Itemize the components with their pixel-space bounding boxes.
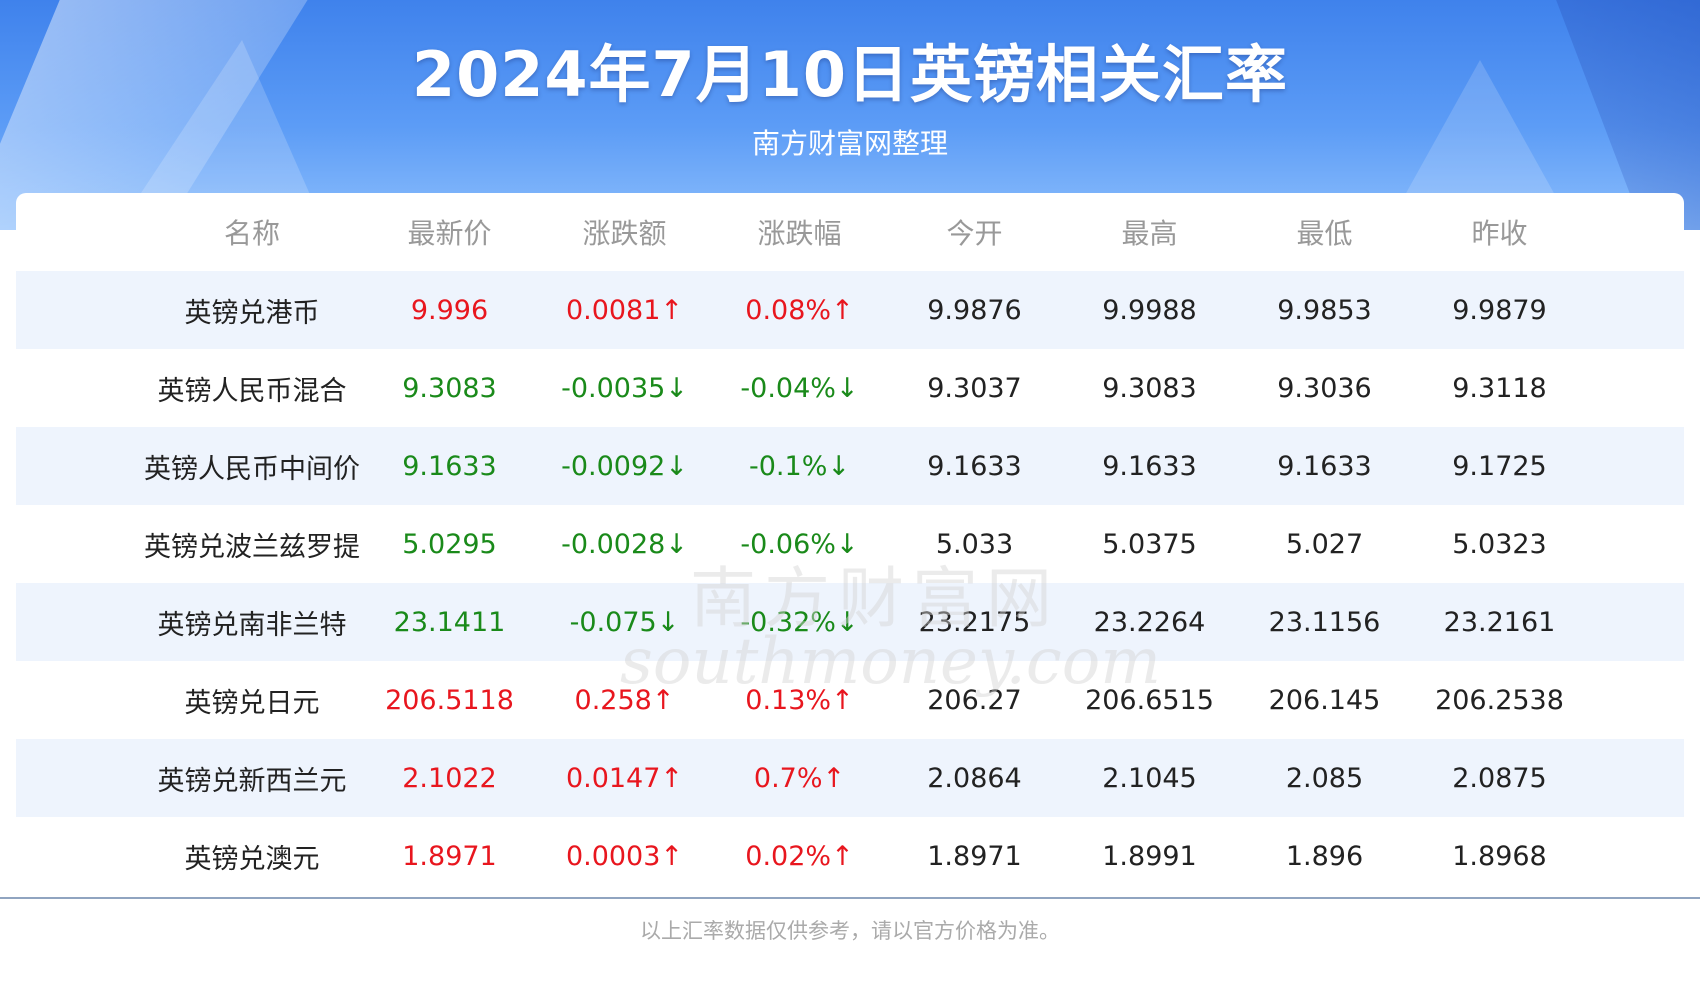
cell-high: 9.9988: [1102, 294, 1197, 326]
column-header-change-pct: 涨跌幅: [757, 217, 842, 250]
exchange-rate-table: 名称 最新价 涨跌额 涨跌幅 今开 最高 最低 昨收 英镑兑港币 9.996 0.0…: [16, 193, 1684, 903]
cell-change-pct: 0.02%↑: [745, 840, 854, 872]
table-row: 英镑兑澳元 1.8971 0.0003↑ 0.02%↑ 1.8971 1.8991 1.89…: [16, 817, 1684, 895]
cell-open: 2.0864: [927, 762, 1022, 794]
cell-prev-close: 1.8968: [1452, 840, 1547, 872]
footnote: 以上汇率数据仅供参考，请以官方价格为准。: [640, 919, 1060, 943]
cell-change: 0.0003↑: [565, 840, 684, 872]
cell-change-pct: 0.08%↑: [745, 294, 854, 326]
table-row: 英镑人民币混合 9.3083 -0.0035↓ -0.04%↓ 9.3037 9.3083…: [16, 349, 1684, 427]
cell-high: 1.8991: [1102, 840, 1197, 872]
cell-prev-close: 9.3118: [1452, 372, 1547, 404]
cell-change: -0.0035↓: [561, 372, 688, 404]
cell-name: 英镑人民币中间价: [144, 453, 360, 485]
column-header-low: 最低: [1296, 217, 1353, 250]
table-row: 英镑人民币中间价 9.1633 -0.0092↓ -0.1%↓ 9.1633 9.1633…: [16, 427, 1684, 505]
column-header-change: 涨跌额: [582, 217, 667, 250]
cell-high: 2.1045: [1102, 762, 1197, 794]
page-title: 2024年7月10日英镑相关汇率: [412, 38, 1288, 111]
cell-open: 23.2175: [918, 606, 1031, 638]
cell-prev-close: 206.2538: [1435, 684, 1564, 716]
column-header-latest: 最新价: [407, 217, 492, 250]
cell-change-pct: 0.13%↑: [745, 684, 854, 716]
cell-name: 英镑兑港币: [184, 297, 320, 329]
cell-low: 9.9853: [1277, 294, 1372, 326]
cell-change: 0.0081↑: [565, 294, 684, 326]
column-header-prev-close: 昨收: [1471, 217, 1528, 250]
cell-name: 英镑兑澳元: [184, 843, 320, 875]
cell-open: 9.1633: [927, 450, 1022, 482]
table-row: 英镑兑新西兰元 2.1022 0.0147↑ 0.7%↑ 2.0864 2.1045 2.0…: [16, 739, 1684, 817]
cell-latest: 206.5118: [385, 684, 514, 716]
cell-open: 1.8971: [927, 840, 1022, 872]
cell-open: 9.3037: [927, 372, 1022, 404]
cell-prev-close: 2.0875: [1452, 762, 1547, 794]
cell-change: 0.258↑: [574, 684, 675, 716]
cell-high: 5.0375: [1102, 528, 1197, 560]
cell-change-pct: -0.04%↓: [740, 372, 859, 404]
cell-change: -0.0028↓: [561, 528, 688, 560]
cell-change: 0.0147↑: [565, 762, 684, 794]
cell-change: -0.0092↓: [561, 450, 688, 482]
cell-change-pct: -0.32%↓: [740, 606, 859, 638]
cell-open: 5.033: [935, 528, 1014, 560]
cell-high: 23.2264: [1093, 606, 1206, 638]
cell-latest: 23.1411: [393, 606, 506, 638]
cell-open: 9.9876: [927, 294, 1022, 326]
cell-low: 2.085: [1285, 762, 1364, 794]
cell-low: 9.1633: [1277, 450, 1372, 482]
cell-name: 英镑兑波兰兹罗提: [144, 531, 360, 563]
cell-change: -0.075↓: [569, 606, 680, 638]
cell-name: 英镑兑日元: [184, 687, 320, 719]
cell-low: 5.027: [1285, 528, 1364, 560]
divider: [0, 897, 1700, 899]
table-header-row: 名称 最新价 涨跌额 涨跌幅 今开 最高 最低 昨收: [16, 193, 1684, 271]
cell-low: 23.1156: [1268, 606, 1381, 638]
cell-latest: 5.0295: [402, 528, 497, 560]
cell-prev-close: 5.0323: [1452, 528, 1547, 560]
cell-high: 9.1633: [1102, 450, 1197, 482]
cell-prev-close: 23.2161: [1443, 606, 1556, 638]
table-row: 英镑兑南非兰特 23.1411 -0.075↓ -0.32%↓ 23.2175 23.22…: [16, 583, 1684, 661]
cell-low: 9.3036: [1277, 372, 1372, 404]
cell-prev-close: 9.1725: [1452, 450, 1547, 482]
cell-low: 206.145: [1268, 684, 1381, 716]
cell-latest: 9.3083: [402, 372, 497, 404]
cell-change-pct: -0.1%↓: [749, 450, 850, 482]
column-header-open: 今开: [946, 217, 1003, 250]
page-subtitle: 南方财富网整理: [751, 127, 948, 160]
cell-open: 206.27: [927, 684, 1022, 716]
cell-name: 英镑人民币混合: [157, 375, 347, 407]
table-row: 英镑兑日元 206.5118 0.258↑ 0.13%↑ 206.27 206.6515 2…: [16, 661, 1684, 739]
cell-prev-close: 9.9879: [1452, 294, 1547, 326]
column-header-high: 最高: [1121, 217, 1178, 250]
cell-change-pct: -0.06%↓: [740, 528, 859, 560]
cell-change-pct: 0.7%↑: [753, 762, 846, 794]
cell-latest: 9.996: [410, 294, 489, 326]
cell-latest: 1.8971: [402, 840, 497, 872]
cell-name: 英镑兑南非兰特: [157, 609, 347, 641]
cell-name: 英镑兑新西兰元: [157, 765, 347, 797]
table-row: 英镑兑港币 9.996 0.0081↑ 0.08%↑ 9.9876 9.9988 9.985…: [16, 271, 1684, 349]
column-header-name: 名称: [223, 217, 280, 250]
cell-latest: 9.1633: [402, 450, 497, 482]
cell-low: 1.896: [1285, 840, 1364, 872]
table-row: 英镑兑波兰兹罗提 5.0295 -0.0028↓ -0.06%↓ 5.033 5.0375…: [16, 505, 1684, 583]
cell-high: 206.6515: [1085, 684, 1214, 716]
cell-high: 9.3083: [1102, 372, 1197, 404]
cell-latest: 2.1022: [402, 762, 497, 794]
